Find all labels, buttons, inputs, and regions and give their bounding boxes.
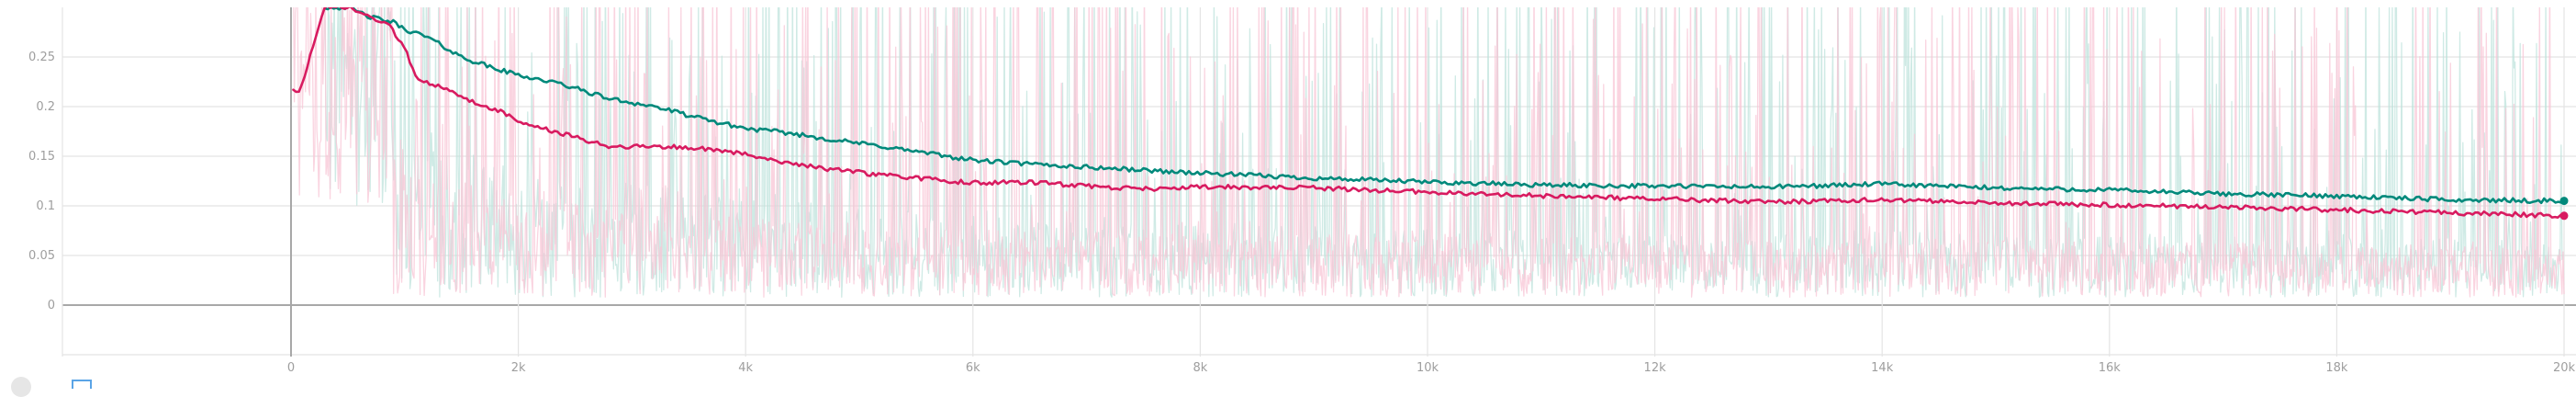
series-2-raw-line bbox=[293, 7, 2565, 298]
x-tick-label: 20k bbox=[2553, 361, 2576, 375]
line-chart: 0 0.05 0.1 0.15 0.2 0.25 0 2k 4k 6k 8k 10k 12k 14k 16k… bbox=[28, 7, 2576, 375]
y-tick-label: 0.05 bbox=[28, 249, 55, 263]
series-1-raw-line bbox=[324, 7, 2564, 298]
y-tick-label: 0.25 bbox=[28, 51, 55, 64]
x-tick-label: 18k bbox=[2325, 361, 2348, 375]
chart-container: 0 0.05 0.1 0.15 0.2 0.25 0 2k 4k 6k 8k 10k 12k 14k 16k… bbox=[6, 7, 2576, 397]
x-tick-label: 10k bbox=[1417, 361, 1439, 375]
series-2-smoothed-line bbox=[292, 7, 2565, 219]
x-tick-label: 2k bbox=[511, 361, 526, 375]
series-1-end-marker bbox=[2559, 197, 2569, 206]
y-tick-label: 0.1 bbox=[36, 199, 55, 213]
x-tick-label: 0 bbox=[287, 361, 295, 375]
y-tick-label: 0.2 bbox=[36, 100, 55, 114]
series-2-end-marker bbox=[2559, 211, 2569, 221]
y-tick-label: 0.15 bbox=[28, 150, 55, 164]
x-tick-label: 4k bbox=[738, 361, 753, 375]
x-tick-label: 12k bbox=[1644, 361, 1667, 375]
series-1-smoothed-line bbox=[323, 7, 2566, 205]
chart-footer-controls bbox=[6, 371, 116, 397]
fit-domain-button[interactable] bbox=[11, 377, 31, 397]
x-tick-label: 8k bbox=[1193, 361, 1207, 375]
x-tick-label: 6k bbox=[966, 361, 980, 375]
x-tick-label: 16k bbox=[2099, 361, 2122, 375]
toggle-y-log-icon[interactable] bbox=[72, 380, 92, 389]
y-tick-label: 0 bbox=[48, 299, 55, 312]
x-tick-label: 14k bbox=[1871, 361, 1894, 375]
